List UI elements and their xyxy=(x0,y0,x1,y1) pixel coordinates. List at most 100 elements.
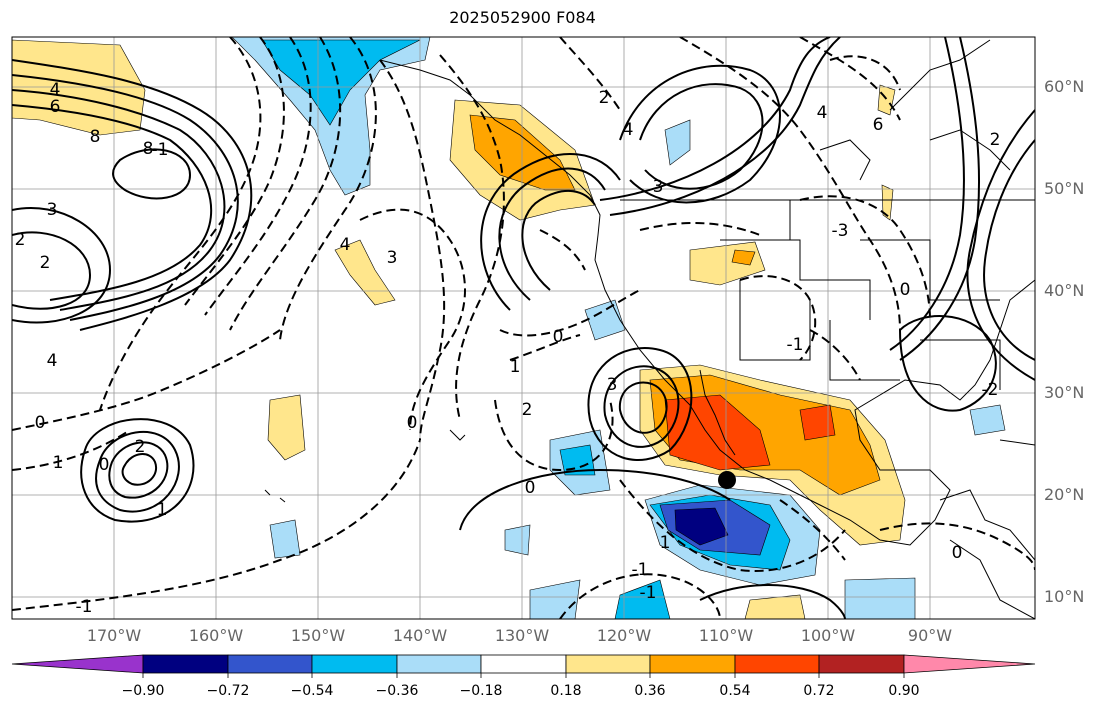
colorbar-bin xyxy=(565,654,651,674)
contour-labels: 4 6 8 8 3 2 2 4 0 1 0 2 1 -1 -1 4 3 0 3 … xyxy=(15,80,1001,617)
shade-negative-bottom-3 xyxy=(844,577,916,619)
lat-label-10n: 10°N xyxy=(1044,587,1085,606)
contours-solid xyxy=(12,37,1035,619)
map-area: 4 6 8 8 3 2 2 4 0 1 0 2 1 -1 -1 4 3 0 3 … xyxy=(12,37,1035,619)
colorbar-bin xyxy=(227,654,313,674)
contour-label: 2 xyxy=(40,253,51,273)
colorbar-tick-label: 0.90 xyxy=(888,683,920,699)
contour-label: 0 xyxy=(952,543,963,563)
colorbar xyxy=(11,654,1036,678)
contour-label: 3 xyxy=(653,177,664,197)
map-title: 2025052900 F084 xyxy=(449,8,596,27)
colorbar-tick-label: −0.36 xyxy=(375,683,419,699)
shade-negative-large-core xyxy=(674,507,729,546)
colorbar-bin xyxy=(396,654,482,674)
contour-label: -1 xyxy=(787,335,804,355)
contour-label: -1 xyxy=(76,597,93,617)
contour-label: -2 xyxy=(982,380,999,400)
lon-label-130w: 130°W xyxy=(494,626,550,645)
shade-negative-ak-small xyxy=(664,119,691,166)
contour-label: 3 xyxy=(387,248,398,268)
contour-label: 3 xyxy=(607,375,618,395)
contour-label: 8 xyxy=(143,139,154,159)
colorbar-bin xyxy=(480,654,567,674)
shade-negative-bottom-1 xyxy=(529,579,581,619)
shade-negative-small-5 xyxy=(269,519,301,559)
colorbar-bin xyxy=(649,654,736,674)
contour-label: 8 xyxy=(90,127,101,147)
contour-label: 4 xyxy=(817,103,828,123)
colorbar-under xyxy=(11,654,144,674)
colorbar-tick-label: 0.18 xyxy=(550,683,582,699)
lat-label-50n: 50°N xyxy=(1044,179,1085,198)
shaded-fields xyxy=(12,37,1006,619)
shade-positive-canada-east xyxy=(877,84,896,116)
lat-label-30n: 30°N xyxy=(1044,383,1085,402)
colorbar-bin xyxy=(311,654,398,674)
lon-label-120w: 120°W xyxy=(596,626,652,645)
lon-label-170w: 170°W xyxy=(86,626,142,645)
contour-label: 1 xyxy=(157,500,168,520)
colorbar-over xyxy=(903,654,1036,674)
contour-label: 0 xyxy=(525,478,536,498)
contours-dashed xyxy=(12,37,1035,619)
contour-label: 4 xyxy=(623,120,634,140)
contour-label: 1 xyxy=(53,453,64,473)
contour-label: 1 xyxy=(510,357,521,377)
contour-label: 2 xyxy=(135,437,146,457)
gridlines xyxy=(12,37,1035,619)
contour-label: 2 xyxy=(522,400,533,420)
lon-label-90w: 90°W xyxy=(907,626,953,645)
colorbar-tick-label: −0.54 xyxy=(290,683,334,699)
lon-label-110w: 110°W xyxy=(698,626,754,645)
shade-positive-gulf-core xyxy=(799,404,836,441)
lon-label-140w: 140°W xyxy=(392,626,448,645)
colorbar-bin xyxy=(734,654,820,674)
lat-label-20n: 20°N xyxy=(1044,485,1085,504)
contour-label: 0 xyxy=(35,413,46,433)
lon-label-150w: 150°W xyxy=(290,626,346,645)
contour-label: 6 xyxy=(873,115,884,135)
shade-negative-bottom-2 xyxy=(614,579,671,619)
lat-label-60n: 60°N xyxy=(1044,77,1085,96)
colorbar-tick-label: 0.54 xyxy=(719,683,751,699)
contour-label: 2 xyxy=(599,88,610,108)
contour-label: 0 xyxy=(553,327,564,347)
contour-label: -3 xyxy=(832,221,849,241)
shade-positive-large-mexico-core xyxy=(664,394,771,471)
shade-positive-small-1 xyxy=(334,239,396,306)
contour-label: 0 xyxy=(900,280,911,300)
lat-label-40n: 40°N xyxy=(1044,281,1085,300)
shade-positive-canada-east-2 xyxy=(881,184,894,221)
colorbar-tick-label: −0.18 xyxy=(459,683,503,699)
storm-center-marker xyxy=(718,471,736,489)
lon-label-100w: 100°W xyxy=(800,626,856,645)
contour-label: -1 xyxy=(640,583,657,603)
colorbar-tick-label: 0.36 xyxy=(634,683,666,699)
contour-label: -1 xyxy=(152,140,169,160)
lon-label-160w: 160°W xyxy=(188,626,244,645)
contour-label: -1 xyxy=(632,560,649,580)
contour-label: 4 xyxy=(50,80,61,100)
shade-negative-gulf-east xyxy=(969,404,1006,436)
contour-label: 0 xyxy=(407,413,418,433)
shade-positive-nw xyxy=(12,39,146,136)
shade-negative-small-6 xyxy=(504,524,531,556)
colorbar-tick-label: −0.90 xyxy=(121,683,165,699)
contour-label: 4 xyxy=(340,235,351,255)
colorbar-bin xyxy=(142,654,229,674)
shade-positive-us-core xyxy=(731,249,756,266)
colorbar-tick-label: 0.72 xyxy=(803,683,835,699)
contour-label: 1 xyxy=(660,533,671,553)
map-frame xyxy=(11,36,1036,620)
shade-positive-small-3 xyxy=(267,394,306,461)
contour-label: 2 xyxy=(990,130,1001,150)
contour-label: 2 xyxy=(15,230,26,250)
contour-label: 3 xyxy=(47,200,58,220)
shade-negative-small-4-core xyxy=(559,444,596,476)
contour-label: 6 xyxy=(50,97,61,117)
colorbar-bin xyxy=(818,654,905,674)
contour-label: 0 xyxy=(99,455,110,475)
contour-label: 4 xyxy=(47,351,58,371)
